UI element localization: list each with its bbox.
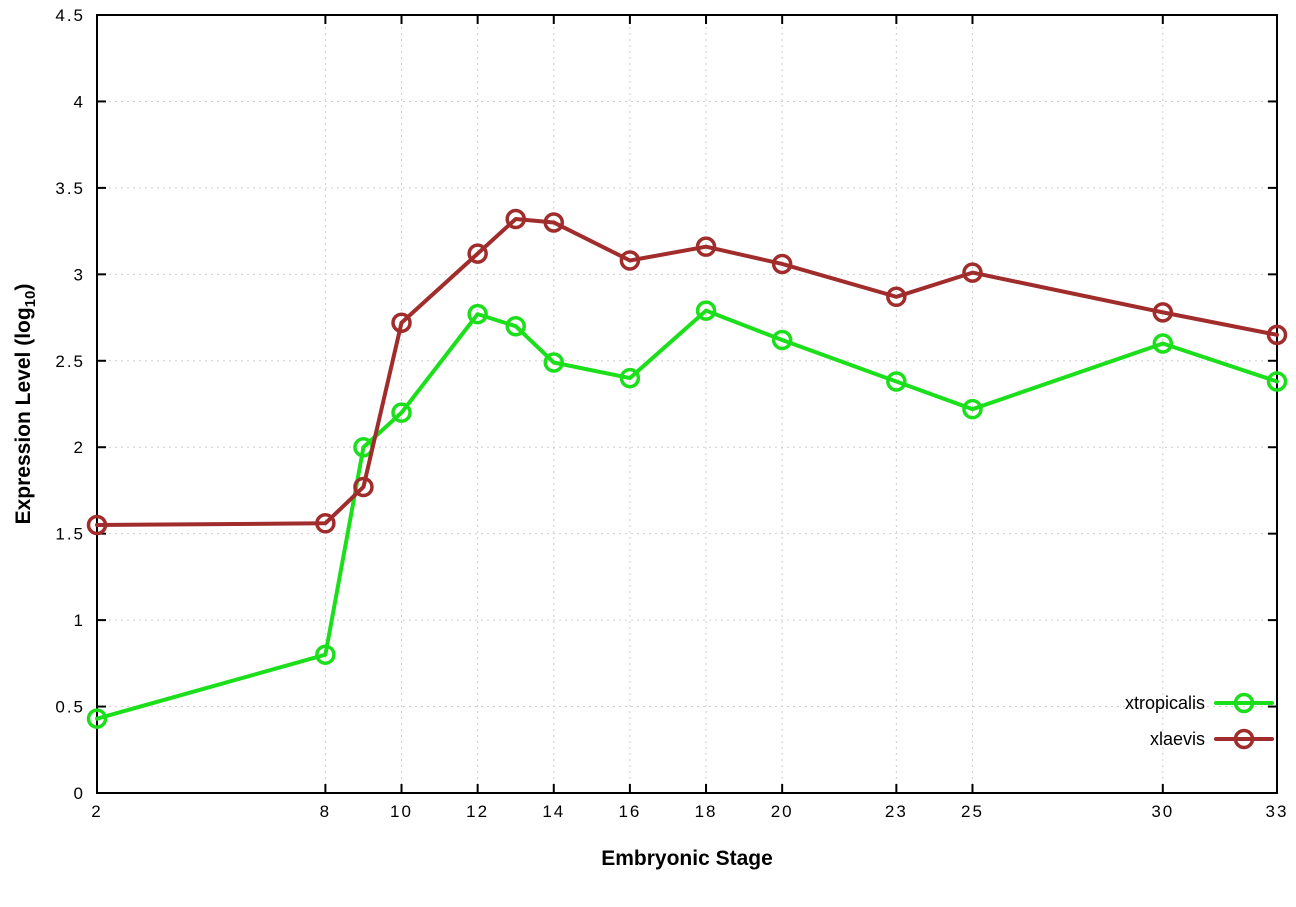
marker-xlaevis [771, 253, 793, 275]
plot-border [96, 14, 1278, 794]
x-tick-label: 20 [771, 802, 794, 821]
legend-marker-xlaevis [1233, 728, 1255, 750]
y-tick-label: 2 [74, 438, 85, 457]
marker-xtropicalis [886, 371, 907, 392]
marker-xlaevis [505, 208, 526, 230]
marker-xtropicalis [695, 300, 717, 321]
marker-xtropicalis [505, 315, 526, 337]
x-tick-label: 10 [390, 802, 413, 821]
series-line-xlaevis [95, 217, 1279, 528]
marker-xlaevis [962, 262, 983, 283]
y-tick-label: 3.5 [55, 179, 85, 198]
marker-xlaevis [391, 312, 412, 333]
marker-xtropicalis [391, 402, 412, 423]
marker-xlaevis [353, 476, 374, 498]
y-tick-label: 0.5 [55, 698, 85, 717]
x-tick-label: 23 [885, 802, 908, 821]
marker-xlaevis [543, 212, 565, 233]
marker-xlaevis [86, 514, 108, 536]
marker-xlaevis [886, 286, 907, 308]
y-tick-label: 1.5 [55, 525, 85, 544]
y-tick-label: 2.5 [55, 352, 85, 371]
marker-xtropicalis [86, 708, 108, 729]
legend-marker-xtropicalis [1233, 692, 1255, 714]
x-tick-label: 30 [1151, 802, 1174, 821]
x-tick-label: 2 [91, 802, 102, 821]
marker-xtropicalis [543, 352, 565, 373]
marker-xlaevis [467, 243, 488, 264]
marker-xtropicalis [771, 329, 793, 351]
marker-xlaevis [1266, 324, 1288, 346]
x-tick-label: 18 [695, 802, 718, 821]
series-line-xtropicalis [95, 308, 1279, 721]
y-tick-label: 4.5 [55, 6, 85, 25]
y-axis-label: Expression Level (log10) [12, 284, 39, 525]
y-tick-label: 3 [74, 265, 85, 284]
x-tick-label: 33 [1266, 802, 1289, 821]
marker-xtropicalis [619, 367, 641, 389]
marker-xtropicalis [467, 303, 488, 325]
marker-xtropicalis [315, 644, 336, 665]
y-tick-label: 0 [74, 784, 85, 803]
marker-xlaevis [1152, 302, 1174, 323]
marker-xlaevis [315, 513, 336, 534]
marker-xtropicalis [1266, 371, 1288, 392]
legend-label-xtropicalis: xtropicalis [1125, 693, 1205, 713]
marker-xtropicalis [1152, 333, 1174, 354]
x-tick-label: 12 [466, 802, 489, 821]
legend-item-xtropicalis: xtropicalis [1125, 692, 1274, 714]
x-tick-label: 16 [618, 802, 641, 821]
marker-xlaevis [695, 236, 717, 257]
y-tick-label: 1 [74, 611, 85, 630]
y-tick-label: 4 [74, 92, 85, 111]
x-tick-label: 25 [961, 802, 984, 821]
legend-label-xlaevis: xlaevis [1150, 729, 1205, 749]
legend-item-xlaevis: xlaevis [1150, 728, 1274, 750]
x-axis-label: Embryonic Stage [601, 847, 773, 870]
x-tick-label: 14 [542, 802, 565, 821]
marker-xtropicalis [962, 398, 983, 420]
x-tick-label: 8 [320, 802, 331, 821]
marker-xlaevis [619, 250, 641, 271]
